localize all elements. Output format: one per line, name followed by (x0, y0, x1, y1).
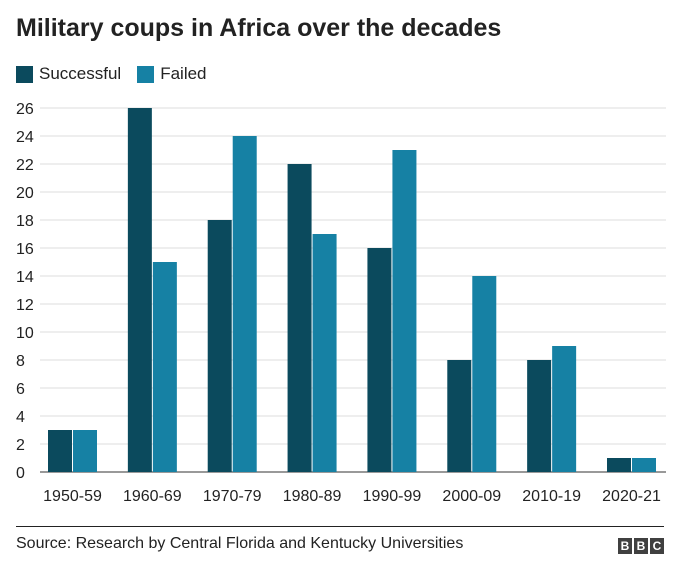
x-tick-label: 1990-99 (363, 488, 422, 505)
y-tick-label: 12 (16, 297, 34, 314)
bbc-logo-letter: B (634, 538, 648, 554)
legend-label-failed: Failed (160, 64, 207, 83)
y-tick-label: 26 (16, 101, 34, 118)
y-tick-label: 18 (16, 213, 34, 230)
bar-failed (472, 276, 497, 472)
y-tick-label: 14 (16, 269, 34, 286)
bbc-logo-letter: B (618, 538, 632, 554)
legend: Successful Failed (16, 64, 223, 84)
bar-failed (552, 346, 577, 472)
x-tick-label: 1970-79 (203, 488, 262, 505)
x-tick-label: 1950-59 (43, 488, 102, 505)
bar-successful (367, 248, 392, 472)
bar-successful (607, 458, 631, 472)
y-tick-label: 4 (16, 409, 25, 426)
source-note: Source: Research by Central Florida and … (16, 535, 464, 552)
footer-divider (16, 526, 664, 527)
bar-failed (232, 136, 257, 472)
bar-successful (527, 360, 552, 472)
x-tick-label: 1980-89 (283, 488, 342, 505)
bbc-logo-letter: C (650, 538, 664, 554)
y-tick-label: 10 (16, 325, 34, 342)
bar-failed (73, 430, 97, 472)
y-tick-label: 24 (16, 129, 34, 146)
x-tick-label: 2000-09 (442, 488, 501, 505)
y-tick-label: 8 (16, 353, 25, 370)
chart-title: Military coups in Africa over the decade… (16, 14, 502, 42)
legend-label-successful: Successful (39, 64, 122, 83)
bar-successful (287, 164, 312, 472)
bar-failed (312, 234, 337, 472)
y-tick-label: 6 (16, 381, 25, 398)
legend-item-failed: Failed (137, 64, 207, 84)
bar-failed (632, 458, 656, 472)
bar-failed (392, 150, 417, 472)
bbc-logo: B B C (616, 538, 664, 554)
y-tick-label: 2 (16, 437, 25, 454)
bar-successful (447, 360, 472, 472)
x-tick-label: 2010-19 (522, 488, 581, 505)
y-tick-label: 16 (16, 241, 34, 258)
bar-successful (207, 220, 232, 472)
x-tick-label: 2020-21 (602, 488, 661, 505)
y-tick-label: 20 (16, 185, 34, 202)
y-tick-label: 0 (16, 465, 25, 482)
x-tick-label: 1960-69 (123, 488, 182, 505)
bar-failed (152, 262, 177, 472)
legend-item-successful: Successful (16, 64, 121, 84)
y-tick-label: 22 (16, 157, 34, 174)
legend-swatch-failed (137, 65, 155, 83)
bar-successful (48, 430, 72, 472)
legend-swatch-successful (16, 65, 33, 83)
bar-successful (127, 108, 152, 472)
